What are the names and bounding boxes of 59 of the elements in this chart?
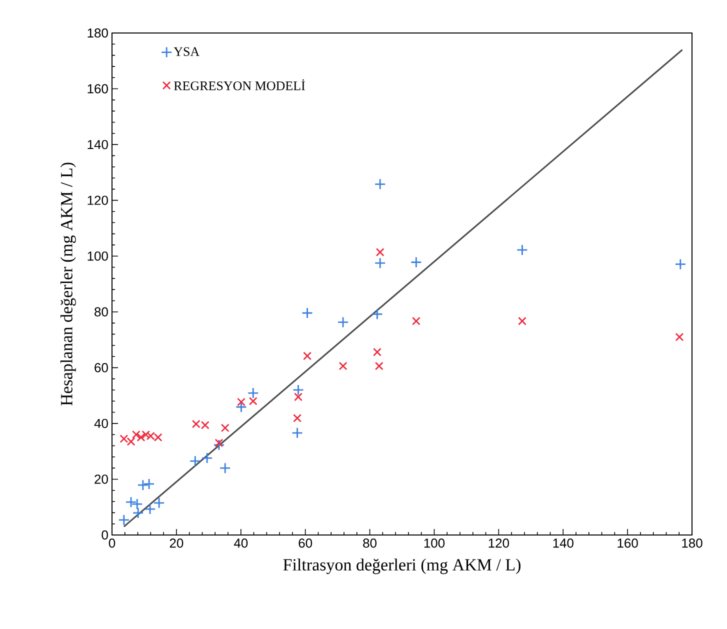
point — [516, 244, 528, 256]
point — [337, 316, 349, 328]
point — [294, 392, 302, 402]
y-tick-label: 40 — [94, 418, 108, 428]
point — [220, 424, 230, 432]
point — [213, 439, 225, 451]
y-tick-label: 80 — [94, 307, 108, 316]
y-tick-label: 0 — [102, 530, 108, 540]
point — [338, 362, 348, 370]
point — [214, 438, 224, 448]
point — [374, 257, 386, 269]
point — [412, 316, 420, 326]
point — [137, 479, 149, 491]
point — [219, 462, 231, 474]
y-tick-label: 100 — [88, 252, 108, 261]
point — [518, 316, 526, 326]
point — [132, 507, 144, 519]
point — [302, 307, 313, 319]
point — [374, 362, 384, 370]
point — [189, 455, 201, 467]
point — [303, 352, 312, 360]
point — [374, 178, 386, 190]
y-tick-label: 140 — [88, 140, 108, 150]
x-axis-title: Filtrasyon değerleri (mg AKM / L) — [283, 558, 520, 574]
x-tick-label: 40 — [234, 538, 248, 548]
y-axis-title: Hesaplanan değerler (mg AKM / L) — [60, 162, 76, 406]
y-tick-label: 120 — [88, 196, 108, 205]
y-tick-label: 160 — [88, 84, 108, 94]
y-tick-label: 60 — [94, 363, 108, 372]
x-tick-label: 160 — [618, 538, 638, 548]
point — [292, 384, 304, 396]
point — [293, 414, 302, 422]
point — [675, 332, 684, 342]
legend-label: YSA — [174, 47, 200, 56]
point — [153, 497, 165, 509]
point — [376, 248, 384, 256]
point — [674, 258, 686, 270]
point — [201, 452, 213, 464]
point — [410, 256, 422, 268]
point — [247, 387, 259, 399]
y-tick-label: 20 — [94, 474, 108, 484]
point — [248, 396, 258, 406]
x-tick-label: 20 — [170, 538, 184, 548]
point — [371, 308, 383, 320]
point — [118, 514, 130, 526]
x-tick-label: 60 — [298, 538, 312, 548]
x-tick-label: 100 — [424, 538, 445, 548]
x-tick-label: 120 — [488, 538, 510, 548]
point — [236, 398, 246, 406]
x-tick-label: 180 — [682, 538, 702, 548]
legend-label: REGRESYON MODELİ — [174, 79, 305, 90]
x-tick-label: 80 — [363, 538, 377, 548]
point — [143, 478, 155, 490]
x-tick-label: 0 — [108, 538, 116, 548]
y-tick-label: 180 — [88, 28, 108, 38]
point — [292, 427, 303, 439]
point — [372, 348, 382, 356]
point — [144, 503, 156, 515]
x-tick-label: 140 — [553, 538, 574, 548]
